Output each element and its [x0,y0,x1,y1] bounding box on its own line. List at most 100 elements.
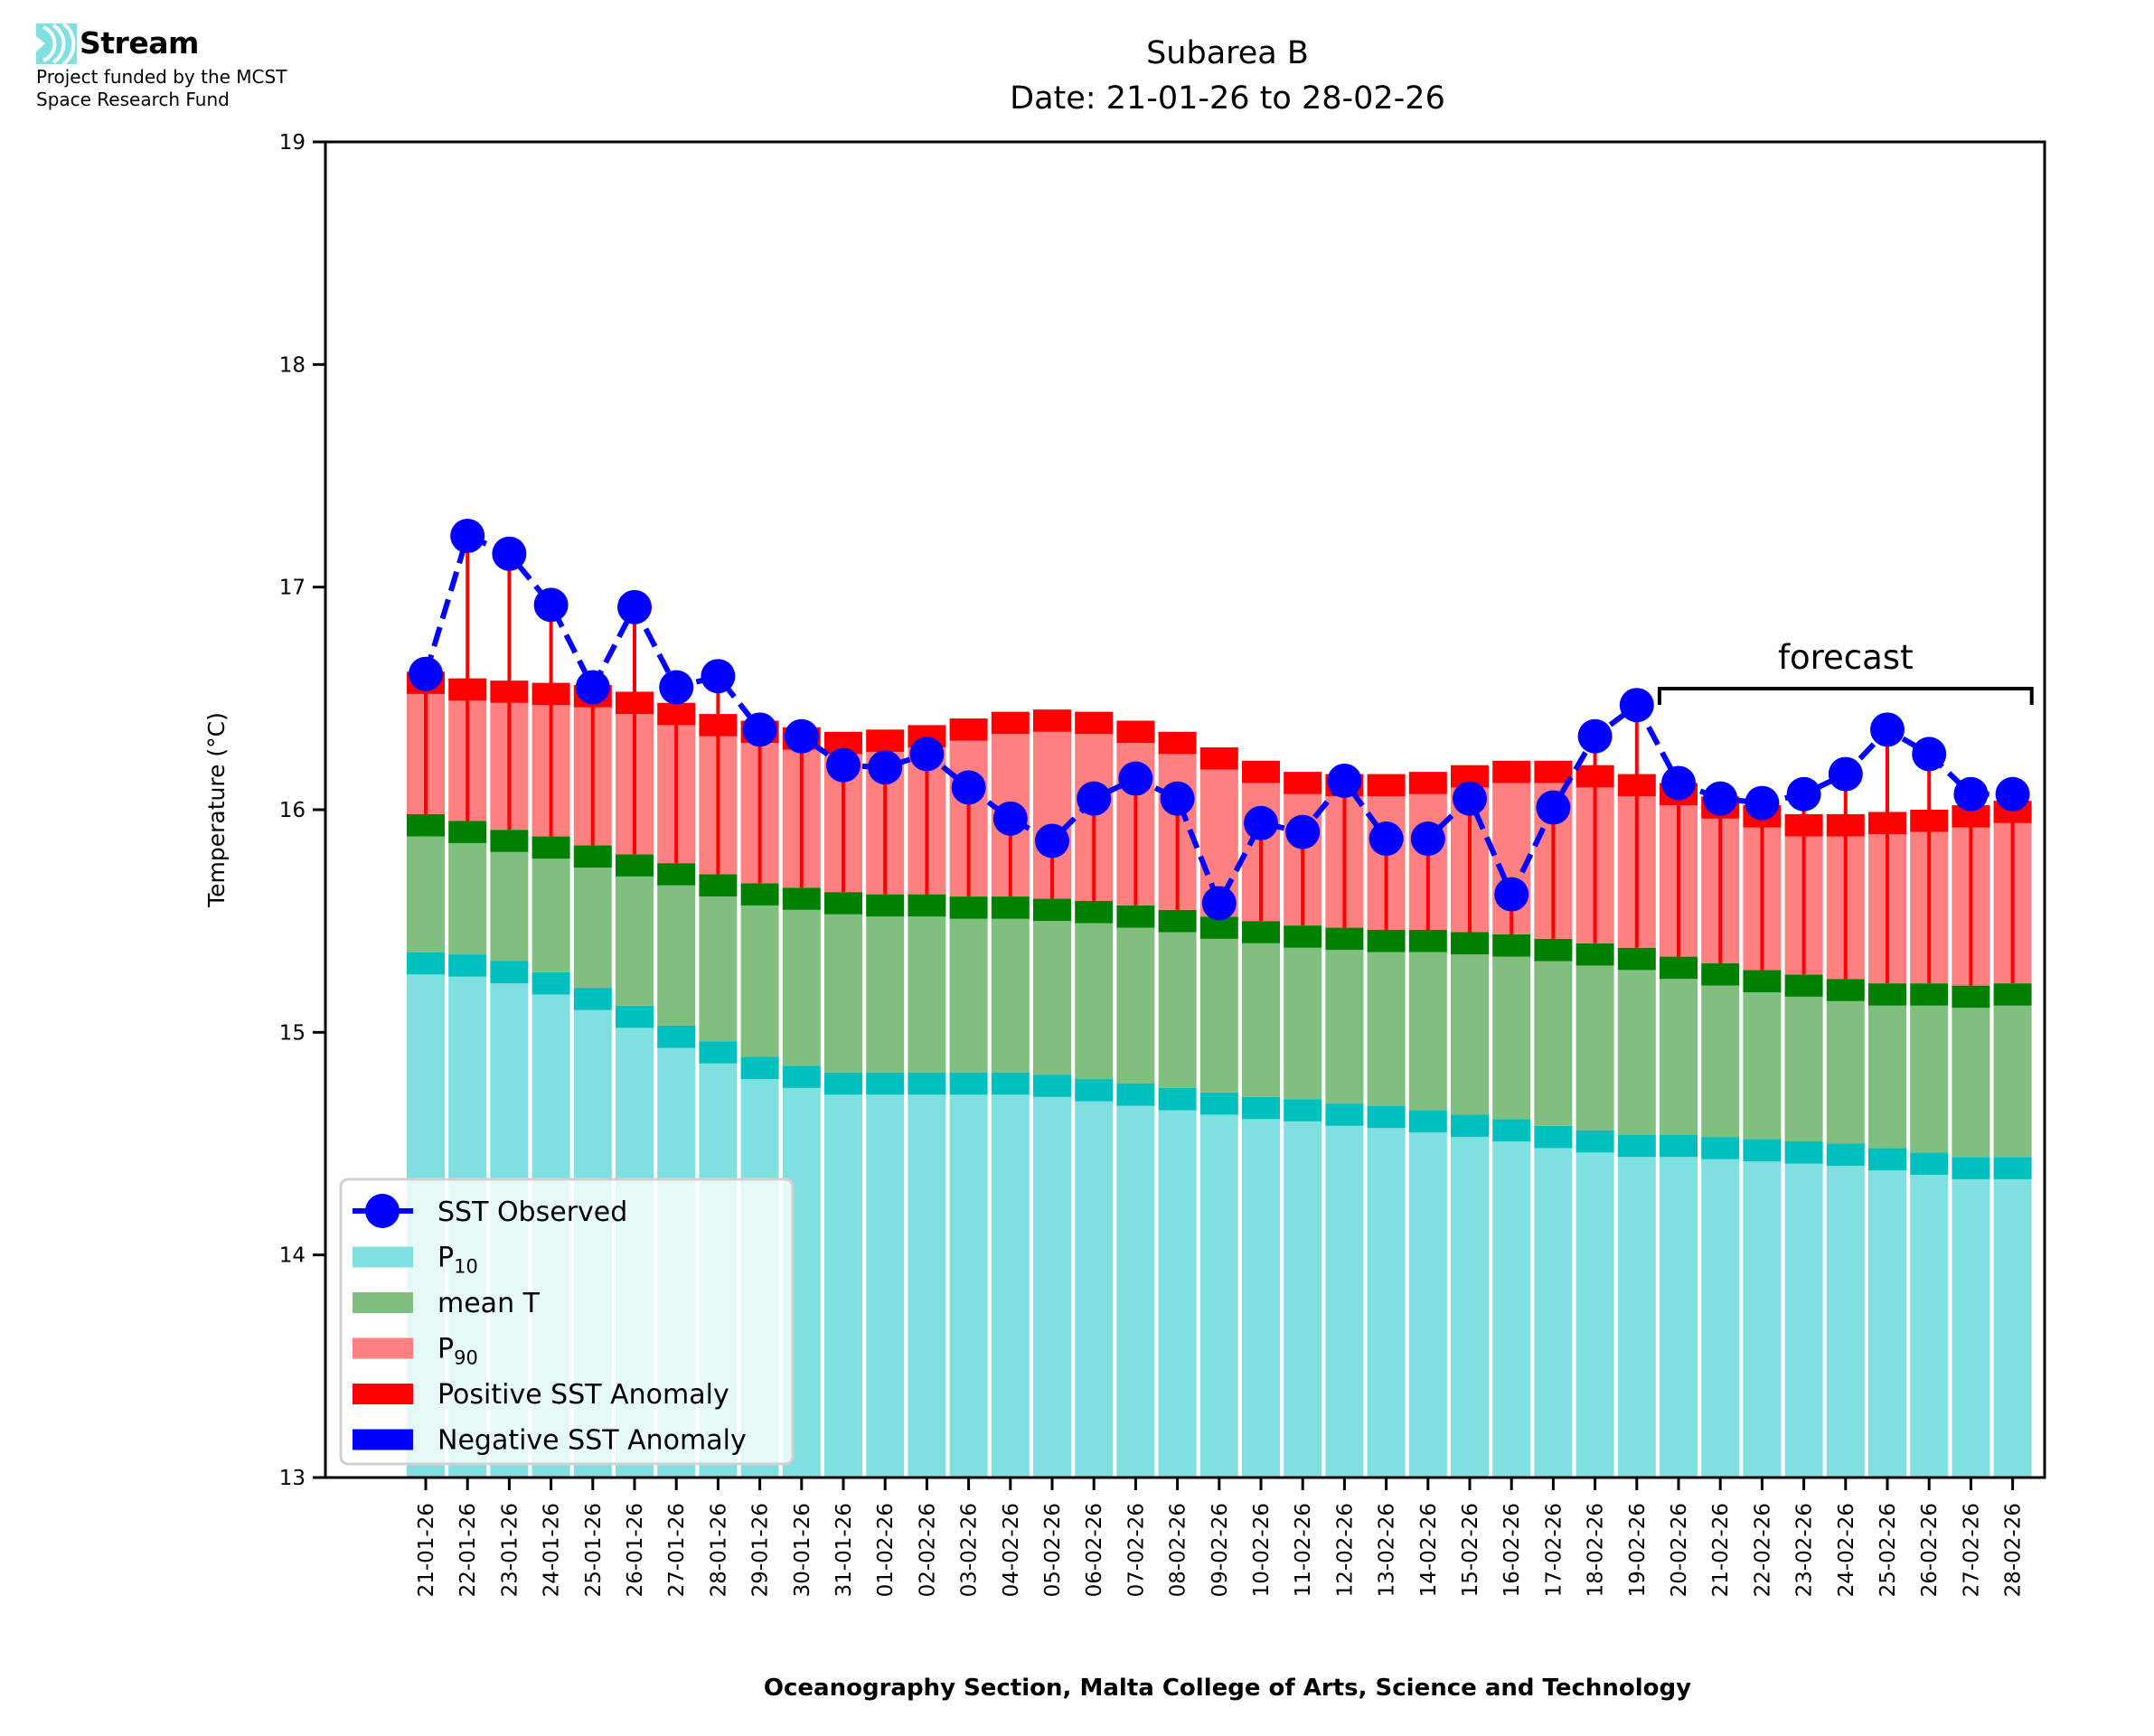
bar-p10 [1158,1110,1197,1478]
bar-p10-band [1367,1105,1406,1129]
x-tick-label: 19-02-26 [1626,1503,1650,1597]
bar-mean [824,914,862,1073]
bar-mean [1408,952,1447,1111]
bar-mean [1033,921,1071,1075]
bar-mean [1242,943,1280,1097]
observed-point [784,718,819,754]
x-axis-label: Oceanography Section, Malta College of A… [764,1675,1691,1702]
bar-p10-band [1033,1074,1071,1097]
bar-mean [407,836,445,952]
bar-p10-band [407,952,445,975]
bar-p10 [1408,1132,1447,1478]
bar-mean-band [1993,983,2032,1006]
observed-point [1870,712,1905,747]
x-tick-label: 06-02-26 [1083,1503,1106,1597]
x-tick-label: 17-02-26 [1542,1503,1566,1597]
bar-mean-band [1492,934,1531,957]
bar-mean-band [1701,962,1740,986]
bar-p10-band [866,1072,905,1095]
logo-subtitle: Project funded by the MCST Space Researc… [36,66,287,111]
bar-mean-band [1075,900,1114,924]
bar-p10 [1910,1174,1949,1478]
bar-mean [1868,1005,1906,1149]
observed-point [992,801,1028,836]
bar-p90-band [866,729,905,752]
bar-p10-band [1576,1130,1614,1153]
observed-point [1201,886,1237,921]
x-tick-label: 27-01-26 [665,1503,689,1597]
bar-p10-band [1075,1079,1114,1102]
observed-point [533,587,569,623]
bar-mean-band [1952,985,1990,1009]
y-tick-label: 18 [279,353,306,377]
bar-p10-band [448,954,487,977]
bar-mean-band [448,821,487,843]
bar-mean [1158,932,1197,1088]
legend-frame [339,1178,795,1466]
observed-point [1244,805,1278,840]
bar-mean-band [699,874,738,897]
x-tick-label: 26-01-26 [624,1503,647,1597]
observed-point [1828,756,1863,792]
bar-mean [448,842,487,955]
x-tick-label: 02-02-26 [916,1503,939,1597]
x-tick-label: 23-02-26 [1793,1503,1817,1597]
observed-point [450,519,485,554]
bar-p10 [1075,1101,1114,1478]
bar-p10-band [573,988,612,1010]
observed-point [1745,785,1780,821]
observed-point [1912,737,1947,772]
bar-mean [1116,927,1155,1084]
bar-mean [1199,938,1238,1093]
bar-p10 [1367,1128,1406,1478]
bar-mean-band [1826,979,1865,1001]
y-axis: 13 14 15 16 17 18 19 [279,131,325,1490]
bar-mean [1284,947,1322,1100]
bar-p90-band [1116,720,1155,744]
bar-p10-band [531,971,570,995]
x-tick-label: 20-02-26 [1668,1503,1691,1597]
y-tick-label: 13 [279,1467,306,1490]
legend-label: mean T [437,1288,541,1319]
bar-p10-band [699,1041,738,1064]
bar-mean [1784,996,1823,1142]
bar-mean [1367,952,1406,1106]
bar-p10-band [1952,1157,1990,1179]
bar-p10-band [1451,1114,1489,1138]
x-tick-label: 07-02-26 [1124,1503,1148,1597]
bar-p10-band [616,1005,654,1028]
bar-p10-band [1910,1152,1949,1175]
bar-p10 [1116,1105,1155,1478]
bar-p10 [824,1094,862,1478]
bar-p10 [1952,1178,1990,1478]
x-tick-label: 11-02-26 [1292,1503,1315,1597]
bar-mean [1952,1008,1990,1158]
observed-point [701,659,736,694]
bar-mean-band [740,883,779,906]
bar-mean [616,876,654,1006]
bar-mean-band [1116,905,1155,928]
logo-name: Stream [80,25,199,61]
legend-label-subscript: 90 [454,1347,478,1369]
observed-point [1410,821,1445,857]
bar-mean-band [1033,898,1071,922]
legend-swatch [353,1384,413,1404]
bar-mean [1660,979,1698,1135]
observed-point [1995,776,2030,812]
bar-mean-band [824,892,862,915]
chart-title: Subarea B [1146,35,1309,71]
x-tick-label: 14-02-26 [1417,1503,1441,1597]
bar-mean-band [407,813,445,837]
observed-point [1035,823,1069,859]
observed-point [1453,781,1487,816]
forecast-label: forecast [1778,638,1914,677]
observed-point [868,750,903,785]
observed-point [575,670,610,705]
bar-mean-band [1910,983,1949,1006]
bar-mean [1576,965,1614,1131]
observed-point [1577,718,1613,754]
bar-p10 [908,1094,946,1478]
bar-p10 [1868,1170,1906,1478]
bar-p90-band [1284,772,1322,794]
